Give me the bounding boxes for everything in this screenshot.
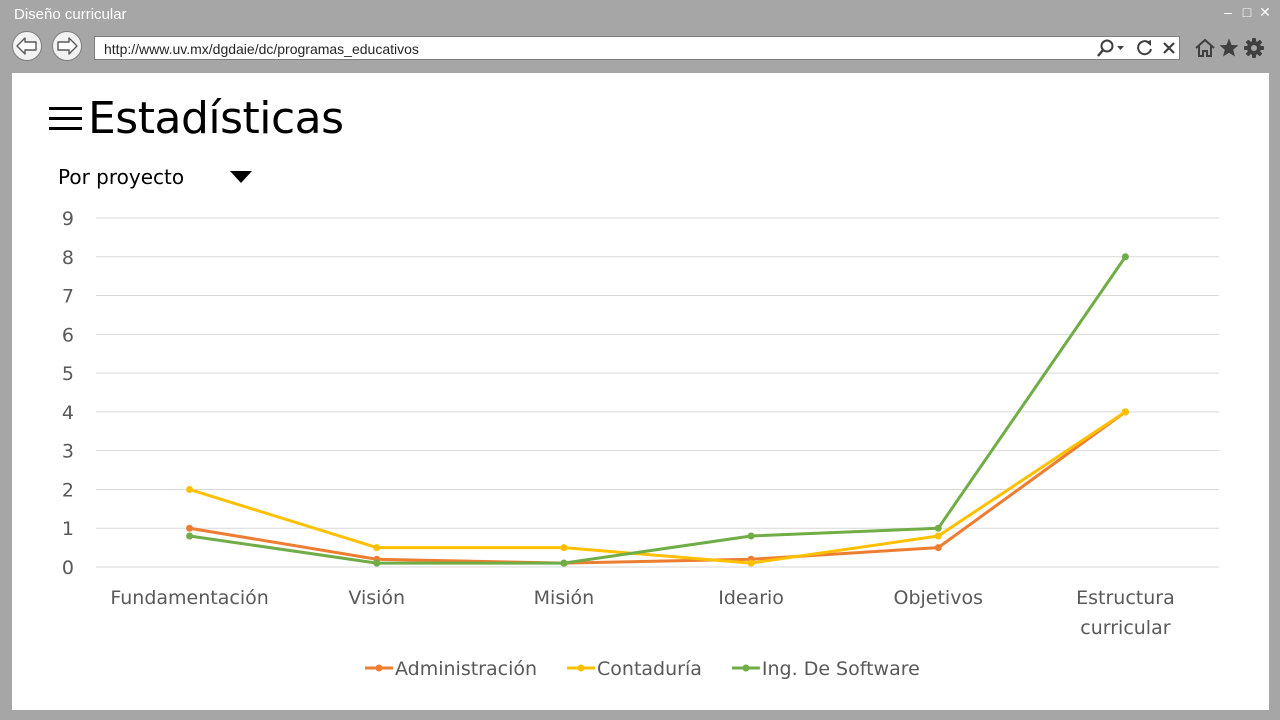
stop-icon[interactable] bbox=[1159, 38, 1179, 58]
data-point bbox=[186, 485, 194, 493]
dropdown-selected-value: Por proyecto bbox=[58, 165, 185, 189]
page-title: Estadísticas bbox=[88, 93, 344, 144]
data-point bbox=[1121, 408, 1129, 416]
x-category-label: Fundamentación bbox=[110, 587, 268, 609]
favorites-star-icon[interactable] bbox=[1218, 37, 1240, 59]
y-tick-label: 8 bbox=[62, 247, 74, 269]
data-point bbox=[747, 532, 755, 540]
data-point bbox=[1121, 253, 1129, 261]
y-tick-label: 0 bbox=[62, 557, 74, 579]
x-category-label: curricular bbox=[1080, 617, 1170, 639]
series-line bbox=[189, 255, 1127, 565]
settings-gear-icon[interactable] bbox=[1243, 37, 1265, 59]
data-point bbox=[373, 559, 381, 567]
dropdown-arrow-icon[interactable] bbox=[230, 171, 252, 183]
x-category-label: Misión bbox=[534, 587, 595, 609]
url-text[interactable]: http://www.uv.mx/dgdaie/dc/programas_edu… bbox=[104, 41, 419, 57]
data-point bbox=[560, 559, 568, 567]
y-tick-label: 7 bbox=[62, 286, 74, 308]
y-tick-label: 4 bbox=[62, 402, 74, 424]
x-category-label: Objetivos bbox=[894, 587, 983, 609]
minimize-button[interactable]: – bbox=[1224, 4, 1232, 20]
maximize-button[interactable]: □ bbox=[1242, 4, 1252, 20]
forward-arrow-icon bbox=[57, 37, 78, 55]
y-tick-label: 9 bbox=[62, 208, 74, 230]
page-content: Estadísticas Por proyecto 0 1 2 3 4 5 6 7 8 9 Fund… bbox=[12, 73, 1269, 710]
line-chart: 0 1 2 3 4 5 6 7 8 9 Fundamentación Visión Misión Idea… bbox=[62, 208, 1219, 680]
window-titlebar: Diseño curricular – □ ✕ bbox=[0, 0, 1280, 30]
legend-marker bbox=[742, 664, 750, 672]
data-point bbox=[186, 532, 194, 540]
close-window-button[interactable]: ✕ bbox=[1259, 4, 1271, 20]
legend-marker bbox=[375, 664, 383, 672]
data-point bbox=[934, 532, 942, 540]
y-tick-label: 2 bbox=[62, 479, 74, 501]
y-tick-label: 5 bbox=[62, 363, 74, 385]
data-point bbox=[747, 559, 755, 567]
y-tick-label: 6 bbox=[62, 324, 74, 346]
data-point bbox=[560, 544, 568, 552]
search-icon[interactable] bbox=[1095, 38, 1125, 58]
series-line bbox=[189, 410, 1127, 565]
y-tick-label: 1 bbox=[62, 518, 74, 540]
window-title: Diseño curricular bbox=[14, 6, 127, 23]
project-filter-dropdown[interactable]: Por proyecto bbox=[58, 163, 258, 191]
legend-label: Administración bbox=[395, 658, 537, 680]
legend-label: Contaduría bbox=[597, 658, 702, 680]
data-point bbox=[934, 544, 942, 552]
home-icon[interactable] bbox=[1194, 37, 1216, 59]
data-point bbox=[373, 544, 381, 552]
address-bar[interactable]: http://www.uv.mx/dgdaie/dc/programas_edu… bbox=[94, 36, 1180, 60]
forward-button[interactable] bbox=[52, 31, 82, 61]
legend-label: Ing. De Software bbox=[762, 658, 920, 680]
data-point bbox=[934, 524, 942, 532]
y-tick-label: 3 bbox=[62, 441, 74, 463]
back-button[interactable] bbox=[12, 31, 42, 61]
x-category-label: Ideario bbox=[718, 587, 784, 609]
legend-marker bbox=[577, 664, 585, 672]
series-line bbox=[189, 410, 1127, 565]
x-category-label: Estructura bbox=[1076, 587, 1175, 609]
x-category-label: Visión bbox=[348, 587, 405, 609]
refresh-icon[interactable] bbox=[1135, 38, 1155, 58]
data-point bbox=[186, 524, 194, 532]
hamburger-menu-icon[interactable] bbox=[49, 107, 83, 133]
back-arrow-icon bbox=[16, 37, 37, 55]
